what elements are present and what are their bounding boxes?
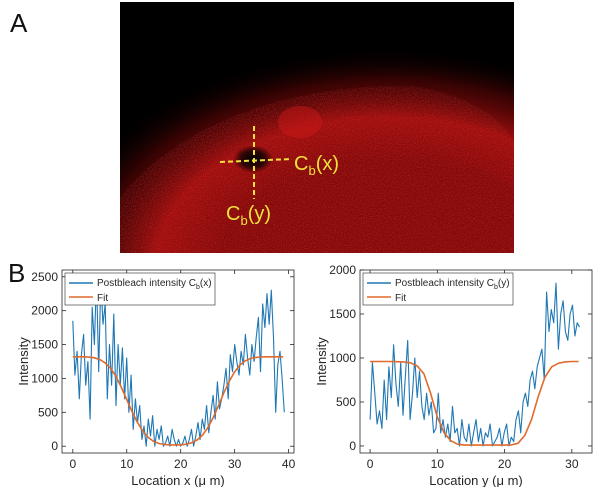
y-axis-label: Intensity: [16, 337, 31, 386]
x-tick-label: 0: [367, 457, 374, 471]
y-tick-label: 1500: [31, 338, 58, 352]
y-tick-label: 2000: [31, 304, 58, 318]
x-axis-label: Location x (μ m): [131, 473, 224, 487]
panel-a-letter: A: [10, 8, 28, 38]
series-line-postbleach: [72, 276, 285, 447]
x-tick-label: 30: [228, 457, 242, 471]
y-tick-label: 0: [51, 439, 58, 453]
y-tick-label: 0: [349, 439, 356, 453]
y-tick-label: 1500: [329, 307, 356, 321]
panel-b-letter: B: [8, 258, 26, 288]
series-line-postbleach: [369, 282, 581, 447]
chart-cby: 0 10 20 30 0 500 1000 1500 2000 Location y (μ m) I…: [314, 263, 593, 487]
legend: Postbleach intensity Cb(x) Fit: [64, 272, 216, 306]
x-axis-label: Location y (μ m): [429, 473, 522, 487]
y-tick-label: 2000: [329, 263, 356, 277]
legend: Postbleach intensity Cb(y) Fit: [362, 272, 514, 306]
x-tick-label: 0: [69, 457, 76, 471]
series-line-fit: [370, 360, 579, 446]
x-tick-label: 20: [498, 457, 512, 471]
series-line-fit: [72, 356, 284, 446]
y-tick-label: 1000: [31, 371, 58, 385]
cbx-label: Cb(x): [294, 153, 339, 178]
cbx-line: [219, 158, 293, 163]
x-tick-label: 20: [174, 457, 188, 471]
y-tick-label: 2500: [31, 270, 58, 284]
y-tick-label: 1000: [329, 351, 356, 365]
x-tick-label: 10: [120, 457, 134, 471]
legend-label-postbleach: Postbleach intensity Cb(y): [395, 278, 510, 291]
y-axis-label: Intensity: [314, 337, 329, 386]
legend-label-fit: Fit: [395, 293, 406, 304]
cby-label: Cb(y): [226, 203, 271, 228]
legend-label-postbleach: Postbleach intensity Cb(x): [97, 278, 212, 291]
crosshair-marker: [219, 126, 293, 199]
x-tick-label: 40: [282, 457, 296, 471]
y-tick-label: 500: [38, 405, 58, 419]
x-tick-label: 10: [431, 457, 445, 471]
y-tick-label: 500: [336, 395, 356, 409]
x-tick-label: 30: [565, 457, 579, 471]
chart-cbx: 0 10 20 30 40 0 500 1000 1500 2000 2500 Location x …: [16, 269, 296, 487]
legend-label-fit: Fit: [97, 293, 108, 304]
legend-box: [64, 272, 216, 306]
microscopy-image: Cb(x) Cb(y): [120, 2, 514, 253]
legend-box: [362, 272, 514, 306]
